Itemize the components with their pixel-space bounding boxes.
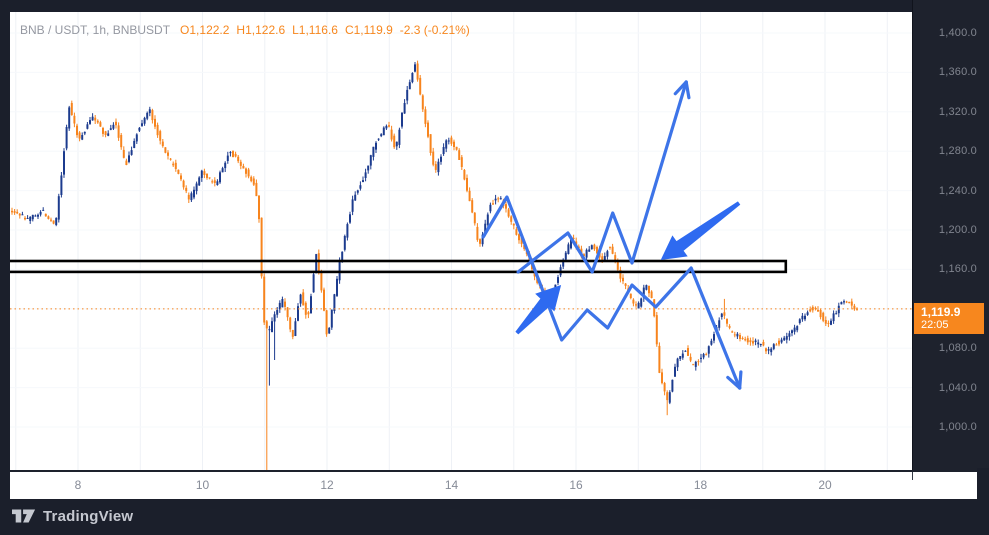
time-tick-12: 12	[320, 478, 334, 492]
thick-arrow-up-drawing[interactable]	[515, 285, 562, 335]
symbol-label: BNB / USDT, 1h, BNBUSDT	[20, 23, 171, 37]
price-tick-1200: 1,200.0	[938, 224, 977, 236]
time-axis[interactable]: 8 10 12 14 16 18 20	[10, 470, 977, 499]
change-label: -2.3 (-0.21%)	[399, 23, 470, 37]
candles	[11, 60, 858, 470]
ohlc-c: C1,119.9	[344, 23, 393, 37]
price-tick-1360: 1,360.0	[938, 66, 977, 79]
tradingview-logo[interactable]: TradingView	[12, 505, 133, 527]
price-axis[interactable]: 1,119.9 22:05 1,400.0 1,360.0 1,320.0 1,280…	[912, 0, 989, 470]
time-tick-8: 8	[74, 478, 82, 492]
ohlc-l: L1,116.6	[292, 23, 338, 37]
price-tick-1240: 1,240.0	[938, 184, 977, 197]
price-tick-1400: 1,400.0	[938, 27, 977, 39]
ohlc-header: BNB / USDT, 1h, BNBUSDT O1,122.2 H1,122.6 L…	[20, 22, 470, 38]
ohlc-o: O1,122.2	[180, 23, 230, 37]
tradingview-logo-icon	[12, 509, 36, 523]
gridlines	[10, 12, 912, 470]
price-tick-1320: 1,320.0	[938, 105, 977, 118]
price-tick-1000: 1,000.0	[938, 421, 977, 433]
current-price-label: 1,119.9 22:05	[914, 303, 984, 334]
price-tick-1280: 1,280.0	[938, 145, 977, 158]
thick-arrow-down-drawing[interactable]	[660, 201, 741, 260]
zigzag-support-drawing[interactable]	[481, 195, 743, 390]
price-tick-1080: 1,080.0	[938, 342, 977, 355]
current-price-time: 22:05	[921, 319, 949, 331]
candlestick-plot[interactable]	[10, 12, 912, 470]
time-tick-10: 10	[195, 478, 210, 492]
ohlc-values: O1,122.2 H1,122.6 L1,116.6 C1,119.9	[180, 23, 400, 37]
time-tick-20: 20	[818, 478, 832, 492]
time-tick-14: 14	[444, 478, 459, 492]
time-tick-18: 18	[693, 478, 708, 492]
price-tick-1160: 1,160.0	[938, 263, 977, 276]
chart-canvas[interactable]: BNB / USDT, 1h, BNBUSDT O1,122.2 H1,122.6 L…	[10, 12, 912, 470]
current-price-value: 1,119.9	[921, 305, 961, 319]
time-tick-16: 16	[569, 478, 583, 492]
ohlc-h: H1,122.6	[236, 23, 286, 37]
axis-corner	[977, 468, 989, 535]
pane-separator-tick	[912, 472, 913, 480]
price-tick-1040: 1,040.0	[938, 381, 977, 394]
resistance-zone-rectangle[interactable]	[10, 259, 788, 274]
tradingview-logo-text: TradingView	[43, 507, 134, 525]
zigzag-breakout-arrow-drawing[interactable]	[516, 80, 691, 274]
